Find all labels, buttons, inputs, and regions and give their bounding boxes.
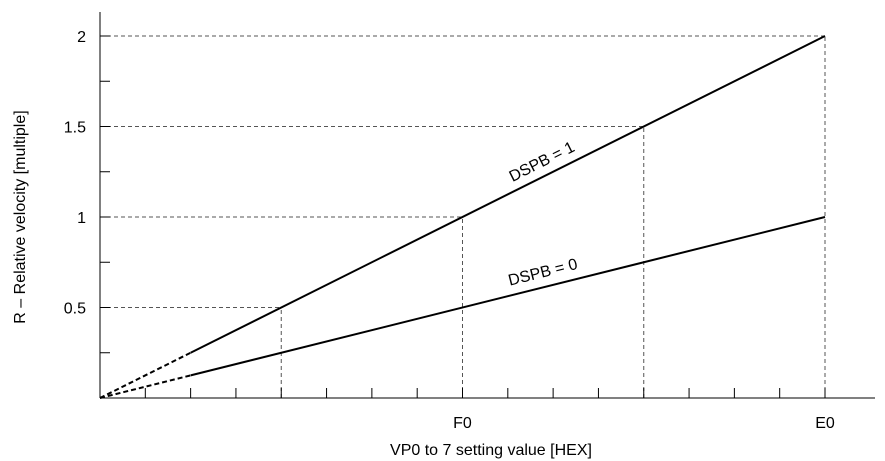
series-line bbox=[190, 216, 826, 377]
y-tick-label: 1 bbox=[77, 210, 86, 227]
y-axis-title: R – Relative velocity [multiple] bbox=[12, 110, 29, 323]
series-labels: DSPB = 1 DSPB = 0 bbox=[507, 139, 580, 290]
series-label: DSPB = 0 bbox=[507, 256, 580, 290]
y-tick-label: 0.5 bbox=[64, 301, 86, 318]
series-line-dashed bbox=[99, 351, 192, 399]
ticks bbox=[100, 35, 826, 398]
y-tick-label: 1.5 bbox=[64, 120, 86, 137]
axes bbox=[99, 12, 875, 399]
x-tick-label: E0 bbox=[815, 415, 835, 432]
series-label: DSPB = 1 bbox=[507, 139, 578, 186]
x-tick-label: F0 bbox=[453, 415, 472, 432]
series-line bbox=[190, 35, 826, 354]
tick-labels: F0 E0 0.5 1 1.5 2 bbox=[64, 29, 835, 432]
y-tick-label: 2 bbox=[77, 29, 86, 46]
x-axis-title: VP0 to 7 setting value [HEX] bbox=[390, 442, 592, 459]
series-lines bbox=[99, 35, 826, 399]
